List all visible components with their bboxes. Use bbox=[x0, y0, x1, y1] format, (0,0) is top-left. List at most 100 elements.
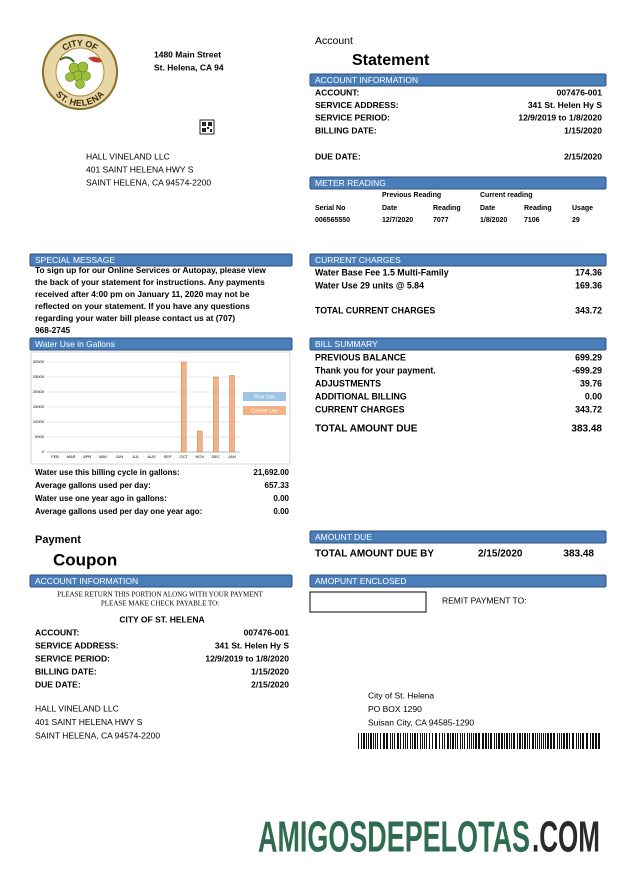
barcode-bar bbox=[469, 733, 470, 749]
stat-value: 657.33 bbox=[265, 481, 290, 490]
x-tick-label: SEP bbox=[164, 454, 172, 459]
barcode-bar bbox=[455, 733, 456, 749]
section-bar bbox=[309, 73, 607, 87]
barcode-bar bbox=[494, 733, 495, 749]
group-header: Previous Reading bbox=[382, 192, 441, 199]
barcode-bar bbox=[422, 733, 423, 749]
y-tick-label: 10000 bbox=[33, 419, 45, 424]
y-tick-label: 20000 bbox=[33, 389, 45, 394]
x-tick-label: MAR bbox=[67, 454, 76, 459]
barcode-bar bbox=[460, 733, 461, 749]
x-tick-label: FEB bbox=[51, 454, 59, 459]
barcode-bar bbox=[390, 733, 391, 749]
customer-address: HALL VINELAND LLC bbox=[86, 151, 170, 161]
barcode-bar bbox=[442, 733, 443, 749]
barcode-bar bbox=[386, 733, 388, 749]
message-line: 968-2745 bbox=[35, 325, 70, 335]
charge-label: Water Base Fee 1.5 Multi-Family bbox=[315, 267, 449, 277]
y-tick-label: 30000 bbox=[33, 359, 45, 364]
barcode-bar bbox=[504, 733, 505, 749]
section-title: AMOUNT DUE bbox=[315, 532, 372, 542]
barcode-bar bbox=[439, 733, 440, 749]
x-tick-label: APR bbox=[83, 454, 91, 459]
x-tick-label: DEC bbox=[212, 454, 221, 459]
barcode-bar bbox=[598, 733, 600, 749]
barcode-bar bbox=[366, 733, 367, 749]
stat-value: 0.00 bbox=[273, 494, 289, 503]
barcode-bar bbox=[370, 733, 372, 749]
stat-label: Average gallons used per day: bbox=[35, 481, 151, 490]
summary-value: 699.29 bbox=[575, 352, 602, 362]
barcode-bar bbox=[462, 733, 463, 749]
table-cell: 006565550 bbox=[315, 217, 350, 224]
barcode-bar bbox=[539, 733, 540, 749]
field-value: 2/15/2020 bbox=[251, 679, 289, 689]
section-bar bbox=[309, 253, 607, 267]
barcode-bar bbox=[407, 733, 408, 749]
barcode-bar bbox=[380, 733, 381, 749]
barcode-bar bbox=[475, 733, 477, 749]
barcode-bar bbox=[452, 733, 454, 749]
barcode-bar bbox=[569, 733, 570, 749]
barcode-bar bbox=[435, 733, 437, 749]
charge-value: 174.36 bbox=[575, 267, 602, 277]
barcode-bar bbox=[412, 733, 413, 749]
bar bbox=[229, 375, 235, 453]
field-value: 341 St. Helen Hy S bbox=[528, 100, 603, 110]
barcode-bar bbox=[498, 733, 500, 749]
barcode-bar bbox=[561, 733, 562, 749]
remit-address: City of St. Helena bbox=[368, 690, 434, 700]
group-header: Current reading bbox=[480, 192, 533, 199]
stat-label: Water use this billing cycle in gallons: bbox=[35, 468, 180, 477]
field-label: ACCOUNT: bbox=[35, 627, 80, 637]
instruction-line: PLEASE MAKE CHECK PAYABLE TO: bbox=[101, 600, 219, 608]
field-label: ACCOUNT: bbox=[315, 87, 360, 97]
field-value: 341 St. Helen Hy S bbox=[215, 640, 290, 650]
total-label: TOTAL AMOUNT DUE bbox=[315, 424, 418, 435]
barcode-bar bbox=[457, 733, 458, 749]
barcode-bar bbox=[482, 733, 484, 749]
stat-value: 0.00 bbox=[273, 507, 289, 516]
section-title: METER READING bbox=[315, 178, 386, 188]
section-title: Water Use in Gallons bbox=[35, 339, 115, 349]
barcode-bar bbox=[582, 733, 584, 749]
stat-value: 21,692.00 bbox=[253, 468, 289, 477]
message-line: To sign up for our Online Services or Au… bbox=[35, 265, 266, 275]
summary-value: 39.76 bbox=[580, 378, 602, 388]
remit-label: REMIT PAYMENT TO: bbox=[442, 595, 527, 605]
x-tick-label: OCT bbox=[179, 454, 188, 459]
barcode-bar bbox=[519, 733, 521, 749]
field-value: 007476-001 bbox=[557, 87, 603, 97]
barcode-bar bbox=[471, 733, 472, 749]
barcode-bar bbox=[405, 733, 406, 749]
field-label: BILLING DATE: bbox=[315, 125, 377, 135]
amount-due-value: 383.48 bbox=[563, 549, 594, 560]
x-tick-label: JAN bbox=[228, 454, 236, 459]
barcode-bar bbox=[464, 733, 465, 749]
field-value: 12/9/2019 to 1/8/2020 bbox=[205, 653, 289, 663]
barcode-bar bbox=[417, 733, 418, 749]
barcode-bar bbox=[535, 733, 536, 749]
field-label: DUE DATE: bbox=[35, 679, 81, 689]
table-cell: 7106 bbox=[524, 217, 540, 224]
barcode-bar bbox=[368, 733, 369, 749]
watermark: AMIGOSDEPELOTAS bbox=[258, 813, 530, 862]
barcode-bar bbox=[572, 733, 574, 749]
column-header: Reading bbox=[433, 205, 461, 212]
section-title: ACCOUNT INFORMATION bbox=[35, 576, 138, 586]
barcode-bar bbox=[444, 733, 445, 749]
barcode-bar bbox=[420, 733, 421, 749]
field-value: 2/15/2020 bbox=[564, 151, 602, 161]
barcode-bar bbox=[566, 733, 568, 749]
field-value: 1/15/2020 bbox=[251, 666, 289, 676]
doc-label: Account bbox=[315, 35, 353, 47]
summary-value: 0.00 bbox=[585, 391, 602, 401]
section-bar bbox=[309, 337, 607, 351]
barcode-bar bbox=[400, 733, 401, 749]
summary-label: CURRENT CHARGES bbox=[315, 404, 405, 414]
customer-address: 401 SAINT HELENA HWY S bbox=[35, 717, 143, 727]
barcode-bar bbox=[576, 733, 577, 749]
barcode-bar bbox=[447, 733, 449, 749]
